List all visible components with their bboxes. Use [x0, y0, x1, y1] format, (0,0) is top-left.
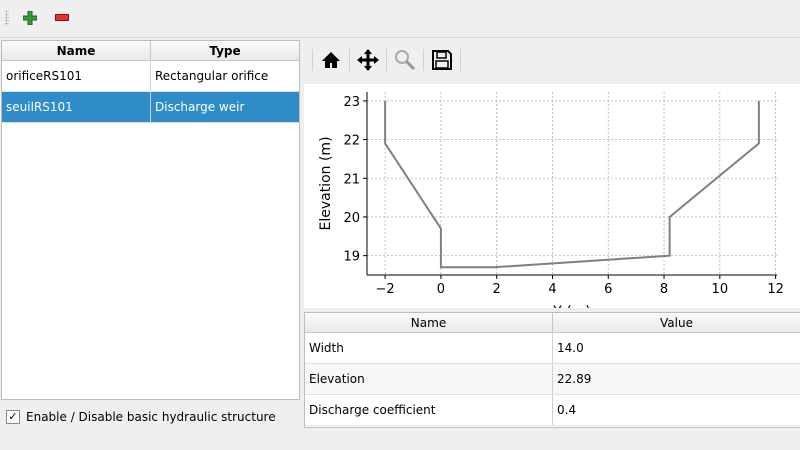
param-name: Elevation — [305, 364, 553, 394]
x-tick-label: 0 — [437, 282, 445, 297]
y-tick-label: 21 — [343, 172, 360, 187]
plot-toolbar — [312, 45, 461, 75]
cell-type: Rectangular orifice — [155, 69, 269, 83]
cell-type: Discharge weir — [155, 100, 245, 114]
param-value[interactable]: 22.89 — [557, 372, 592, 386]
minus-icon — [55, 14, 69, 21]
save-icon — [432, 50, 452, 70]
x-axis-label: Y (m) — [552, 304, 591, 308]
y-tick-label: 23 — [343, 95, 360, 110]
param-value[interactable]: 0.4 — [557, 403, 577, 417]
zoom-button[interactable] — [393, 48, 417, 72]
chart-svg: −2 0 2 4 6 8 10 12 19 20 21 22 23 Elevation (m) Y (m) — [318, 92, 784, 308]
column-header-value[interactable]: Value — [660, 315, 693, 330]
enable-checkbox-label: Enable / Disable basic hydraulic structu… — [26, 410, 276, 424]
elevation-chart: −2 0 2 4 6 8 10 12 19 20 21 22 23 Elevation (m) Y (m) — [304, 84, 800, 308]
cross-section-line — [384, 100, 760, 269]
column-header-name[interactable]: Name — [2, 41, 151, 60]
x-tick-label: 6 — [604, 282, 612, 297]
column-header-type[interactable]: Type — [209, 43, 241, 58]
x-tick-label: 8 — [660, 282, 668, 297]
param-value[interactable]: 14.0 — [557, 341, 584, 355]
x-tick-label: 2 — [493, 282, 501, 297]
cell-name: seuilRS101 — [2, 92, 151, 122]
table-row-selected[interactable]: seuilRS101 Discharge weir — [2, 92, 299, 123]
param-name: Width — [305, 333, 553, 363]
table-row[interactable]: Width 14.0 — [305, 333, 800, 364]
y-tick-label: 19 — [343, 250, 360, 265]
add-button[interactable] — [18, 6, 42, 30]
x-tick-label: 12 — [767, 282, 784, 297]
table-row[interactable]: Discharge coefficient 0.4 — [305, 395, 800, 426]
enable-checkbox-row[interactable]: ✓ Enable / Disable basic hydraulic struc… — [6, 410, 276, 424]
y-tick-label: 20 — [343, 211, 360, 226]
x-tick-label: −2 — [376, 282, 395, 297]
enable-checkbox[interactable]: ✓ — [6, 410, 20, 424]
cell-name: orificeRS101 — [2, 61, 151, 91]
main-toolbar — [0, 0, 800, 38]
pan-icon — [357, 49, 379, 71]
table-row[interactable]: Elevation 22.89 — [305, 364, 800, 395]
plus-icon — [23, 11, 37, 25]
table-row[interactable]: orificeRS101 Rectangular orifice — [2, 61, 299, 92]
home-button[interactable] — [319, 48, 343, 72]
remove-button[interactable] — [50, 6, 74, 30]
column-header-name[interactable]: Name — [305, 313, 553, 332]
x-tick-label: 10 — [712, 282, 729, 297]
structures-table: Name Type orificeRS101 Rectangular orifi… — [1, 40, 300, 400]
zoom-icon — [395, 50, 416, 71]
x-tick-label: 4 — [548, 282, 556, 297]
param-name: Discharge coefficient — [305, 395, 553, 425]
parameters-table: Name Value Width 14.0 Elevation 22.89 Di… — [304, 312, 800, 428]
y-tick-label: 22 — [343, 134, 360, 149]
save-button[interactable] — [430, 48, 454, 72]
toolbar-grip[interactable] — [5, 10, 9, 26]
y-axis-label: Elevation (m) — [318, 136, 334, 230]
pan-button[interactable] — [356, 48, 380, 72]
home-icon — [322, 52, 340, 68]
